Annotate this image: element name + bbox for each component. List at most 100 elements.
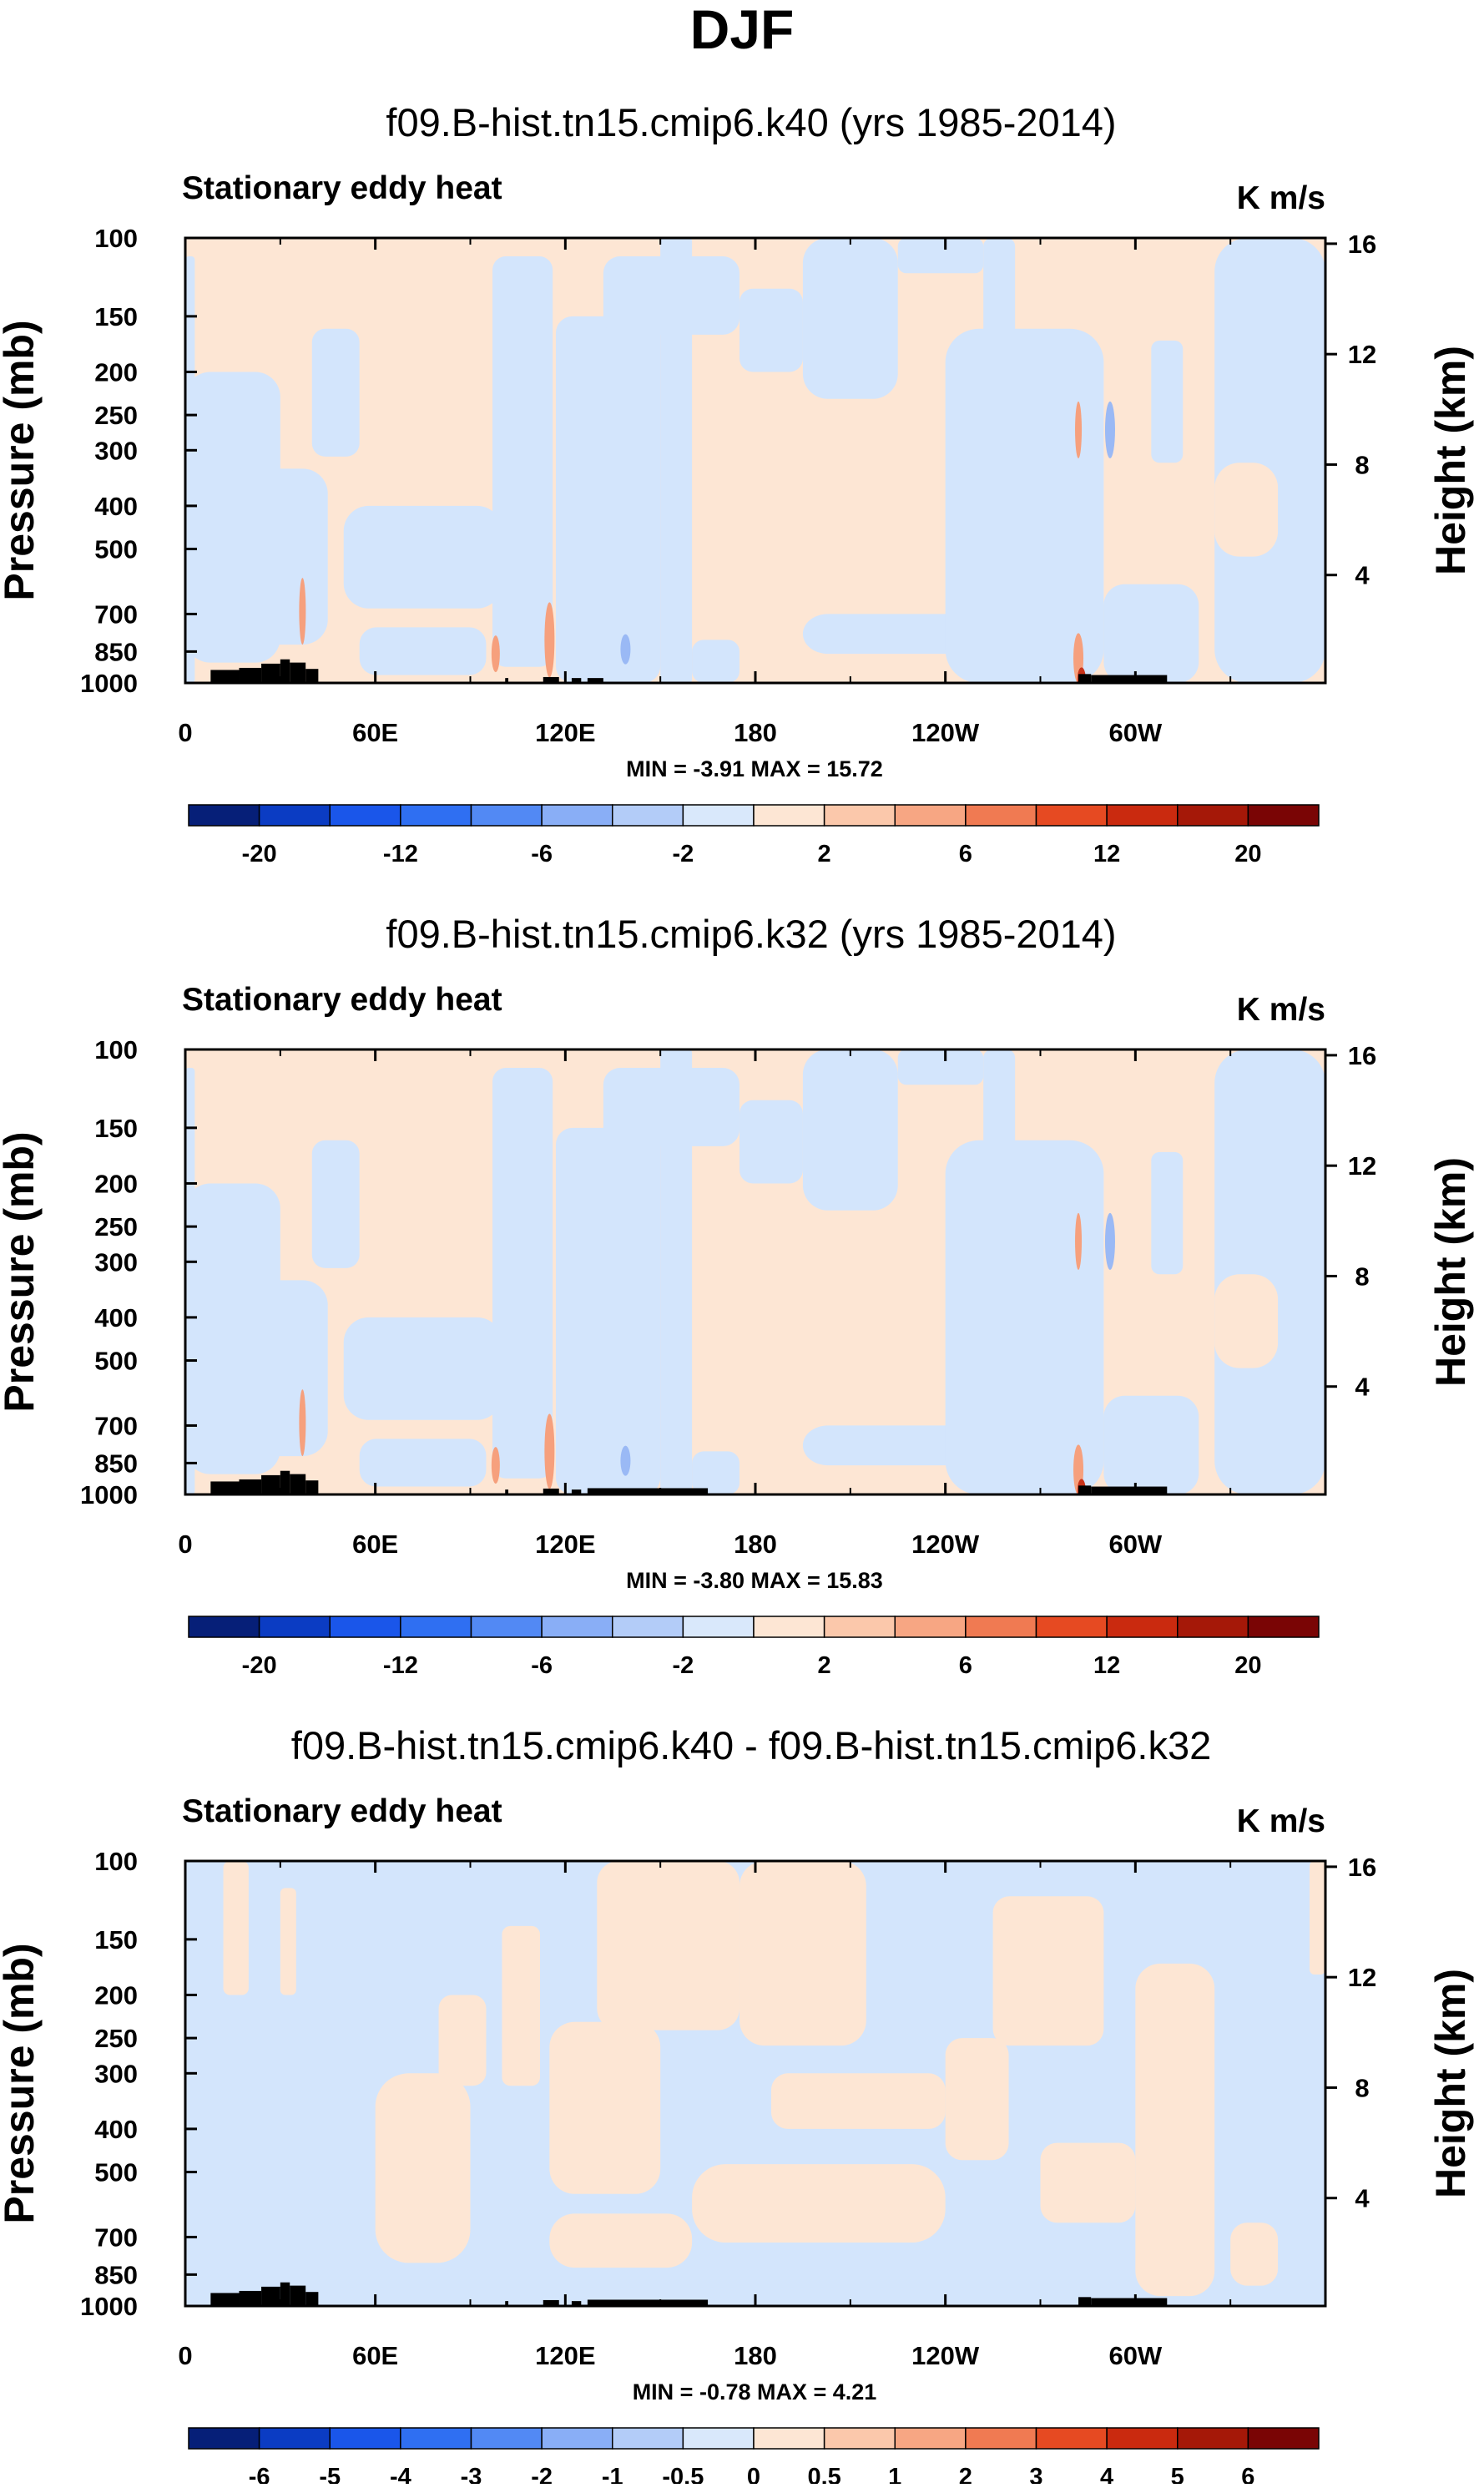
contour-region xyxy=(375,2073,471,2263)
y-axis-title: Pressure (mb) xyxy=(0,1131,43,1412)
min-max-label: MIN = -0.78 MAX = 4.21 xyxy=(633,2379,877,2405)
contour-region xyxy=(802,1049,898,1211)
x-tick-label: 60W xyxy=(1108,718,1162,747)
topography xyxy=(571,678,582,683)
contour-region xyxy=(438,1995,487,2086)
x-tick-label: 120W xyxy=(911,2341,980,2370)
colorbar-label: 6 xyxy=(959,1652,972,1679)
topography xyxy=(1091,2298,1168,2306)
contour-region xyxy=(945,328,1104,683)
colorbar-swatch xyxy=(188,804,260,827)
colorbar-swatch xyxy=(1106,804,1179,827)
topography xyxy=(210,670,240,683)
colorbar-label: -2 xyxy=(531,2464,553,2484)
panel-title: f09.B-hist.tn15.cmip6.k40 - f09.B-hist.t… xyxy=(291,1723,1211,1767)
topography xyxy=(587,678,603,683)
x-tick-label: 60E xyxy=(352,2341,398,2370)
colorbar-label: -20 xyxy=(242,1652,277,1679)
contour-region xyxy=(280,1888,296,1995)
colorbar-label: 3 xyxy=(1029,2464,1042,2484)
y-tick-label: 700 xyxy=(94,599,138,629)
contour-region xyxy=(770,2073,946,2129)
x-tick-label: 60E xyxy=(352,718,398,747)
y-tick-label: 300 xyxy=(94,2059,138,2088)
colorbar-swatch xyxy=(1247,1616,1320,1638)
contour-region xyxy=(660,238,693,683)
colorbar-swatch xyxy=(258,804,331,827)
colorbar-swatch xyxy=(329,804,401,827)
y-tick-label: 300 xyxy=(94,436,138,465)
colorbar: -20 -12 -6 -2 2 6 12 20 xyxy=(188,804,1320,867)
topography xyxy=(571,2301,582,2306)
y-tick-label: 500 xyxy=(94,535,138,564)
units-label: K m/s xyxy=(1237,1803,1325,1839)
contour-region xyxy=(945,2038,1009,2161)
x-tick-label: 60E xyxy=(352,1530,398,1559)
y-right-tick-label: 4 xyxy=(1355,1373,1370,1402)
y-right-axis-title: Height (km) xyxy=(1427,346,1474,575)
colorbar-swatch xyxy=(894,1616,967,1638)
figure-title: DJF xyxy=(690,0,795,60)
colorbar-swatch xyxy=(541,804,613,827)
topography xyxy=(543,2299,559,2306)
colorbar-swatch xyxy=(541,1616,613,1638)
y-tick-label: 500 xyxy=(94,1347,138,1376)
contour-region xyxy=(603,256,740,335)
contour-region xyxy=(555,1127,661,1494)
colorbar-label: -2 xyxy=(672,841,694,867)
x-tick-label: 180 xyxy=(734,2341,777,2370)
contour-region xyxy=(692,640,740,683)
y-right-tick-label: 8 xyxy=(1355,1262,1369,1291)
y-tick-label: 850 xyxy=(94,637,138,666)
min-max-label: MIN = -3.91 MAX = 15.72 xyxy=(626,756,883,781)
y-tick-label: 150 xyxy=(94,302,138,331)
colorbar-label: 2 xyxy=(818,1652,831,1679)
y-tick-label: 100 xyxy=(94,1847,138,1876)
colorbar-label: 2 xyxy=(959,2464,972,2484)
colorbar-label: 1 xyxy=(888,2464,901,2484)
contour-region xyxy=(311,328,360,457)
colorbar-label: -5 xyxy=(319,2464,341,2484)
contour-extreme xyxy=(491,1447,500,1484)
colorbar-swatch xyxy=(682,1616,755,1638)
colorbar-label: -12 xyxy=(383,841,418,867)
contour-region xyxy=(739,1861,866,2046)
y-right-tick-label: 16 xyxy=(1348,1041,1376,1070)
contour-region xyxy=(1151,1151,1184,1275)
y-right-tick-label: 16 xyxy=(1348,1853,1376,1882)
units-label: K m/s xyxy=(1237,992,1325,1028)
contour-region xyxy=(660,1049,693,1494)
contour-region xyxy=(502,1925,540,2086)
y-right-tick-label: 8 xyxy=(1355,2073,1369,2102)
colorbar-swatch xyxy=(1106,1616,1179,1638)
y-tick-label: 100 xyxy=(94,1035,138,1064)
topography xyxy=(280,659,290,683)
contour-region xyxy=(1214,1274,1279,1368)
contour-region xyxy=(603,1068,740,1146)
topography xyxy=(290,2285,306,2306)
colorbar-swatch xyxy=(400,1616,472,1638)
contour-region xyxy=(897,1049,984,1085)
colorbar-label: 2 xyxy=(818,841,831,867)
x-tick-label: 120E xyxy=(535,1530,595,1559)
colorbar-swatch xyxy=(1247,2427,1320,2450)
topography xyxy=(505,2301,509,2306)
colorbar-swatch xyxy=(894,2427,967,2450)
panel-2: f09.B-hist.tn15.cmip6.k32 (yrs 1985-2014… xyxy=(0,912,1474,1679)
topography xyxy=(239,2290,262,2306)
colorbar-label: 0.5 xyxy=(807,2464,840,2484)
colorbar-swatch xyxy=(1177,2427,1249,2450)
colorbar-swatch xyxy=(753,1616,825,1638)
x-tick-label: 120E xyxy=(535,2341,595,2370)
contour-region xyxy=(223,1861,249,1995)
contour-region xyxy=(897,238,984,274)
contour-region xyxy=(1135,1963,1215,2297)
contour-region xyxy=(1103,584,1199,683)
contour-region xyxy=(1151,340,1184,463)
y-tick-label: 1000 xyxy=(80,1480,138,1509)
contour-region xyxy=(311,1140,360,1268)
topography xyxy=(505,678,509,683)
panel-3: f09.B-hist.tn15.cmip6.k40 - f09.B-hist.t… xyxy=(0,1723,1474,2488)
colorbar-swatch xyxy=(470,1616,543,1638)
y-tick-label: 150 xyxy=(94,1114,138,1143)
